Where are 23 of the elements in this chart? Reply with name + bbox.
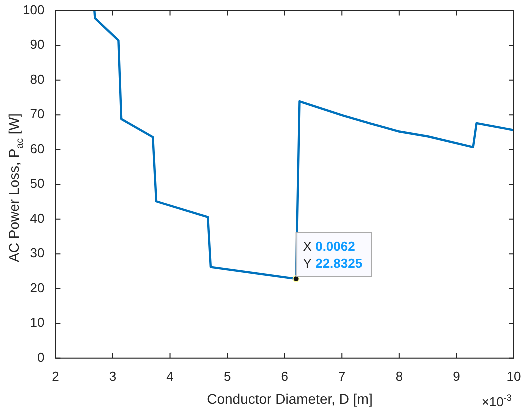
y-tick-label: 0 (37, 350, 45, 365)
y-tick-label: 90 (30, 37, 45, 52)
x-tick-label: 6 (281, 368, 288, 384)
y-tick-label: 30 (30, 246, 45, 261)
x-tick-label: 4 (166, 368, 174, 384)
x-tick-label: 5 (224, 368, 232, 384)
text: ×10$^{-3}$ (482, 393, 512, 410)
x-tick-label: 9 (453, 368, 460, 384)
x-tick-label: 10 (506, 368, 522, 384)
y-tick-label: 50 (30, 176, 45, 192)
x-tick-label: 7 (338, 368, 346, 384)
y-tick-label: 40 (30, 210, 45, 226)
y-tick-label: 70 (30, 106, 45, 122)
y-tick-label: 10 (30, 315, 45, 330)
x-tick-label: 2 (52, 368, 60, 384)
y-tick-label: 20 (30, 280, 45, 296)
x-tick-label: 8 (396, 368, 404, 384)
y-tick-label: 80 (30, 72, 45, 87)
x-tick-label: 3 (109, 368, 117, 384)
y-tick-label: 60 (30, 141, 45, 156)
y-tick-label: 100 (22, 2, 45, 18)
annotation: X 0.0062 Y 22.8325 (303, 239, 363, 272)
x-axis-title: Conductor Diameter, D [m] (207, 391, 373, 407)
